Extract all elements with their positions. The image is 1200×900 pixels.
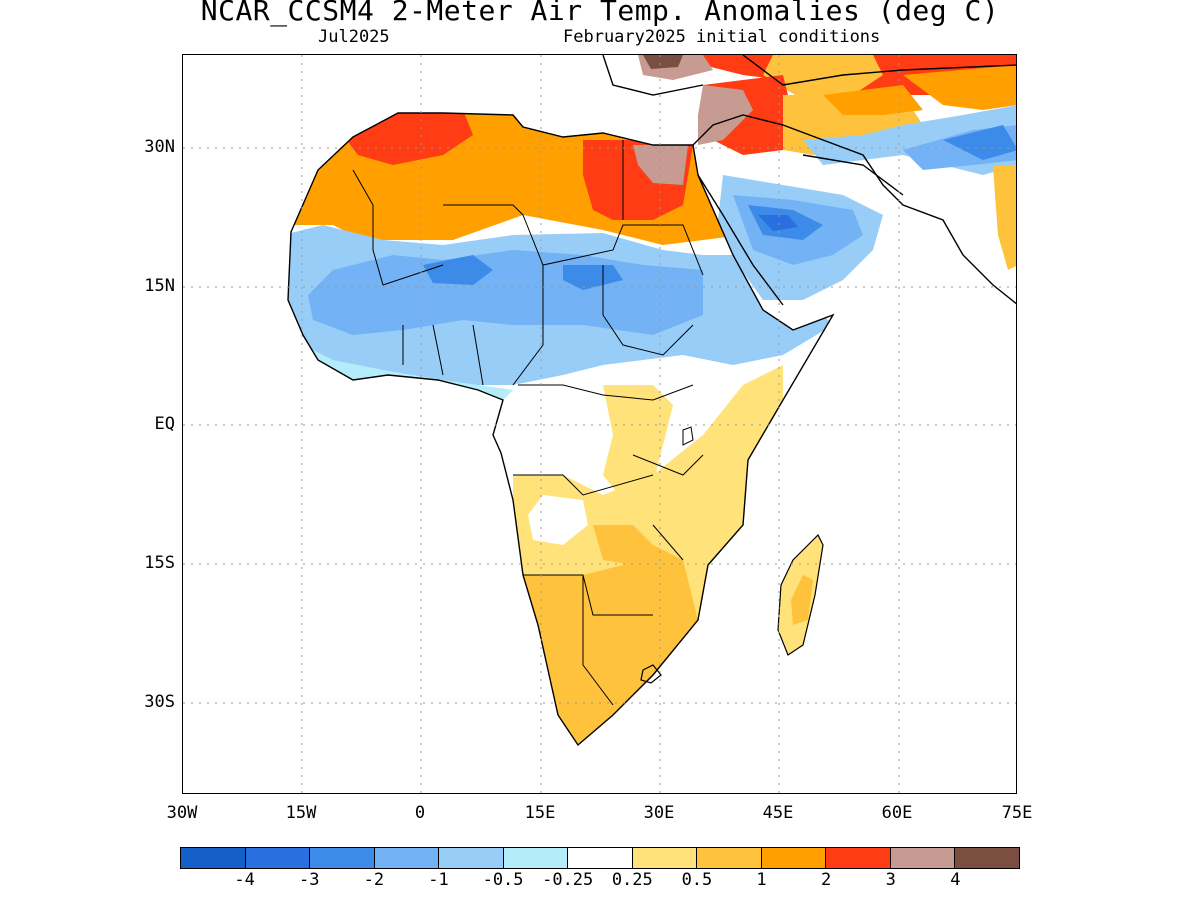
colorbar-label: -3 [298, 870, 320, 890]
colorbar-swatch [697, 848, 762, 868]
colorbar-label: -1 [428, 870, 449, 890]
northern-land [603, 55, 1016, 325]
lat-tick-eq: EQ [154, 414, 175, 434]
colorbar-label: 1 [756, 870, 767, 890]
colorbar-swatch [181, 848, 246, 868]
colorbar-swatch [890, 848, 956, 868]
lon-tick-60e: 60E [881, 803, 913, 823]
colorbar-label: 4 [950, 870, 961, 890]
lon-tick-15w: 15W [285, 803, 317, 823]
lon-tick-0: 0 [414, 803, 426, 823]
colorbar-label: 0.5 [681, 870, 713, 890]
colorbar-label: 0.25 [611, 870, 653, 890]
colorbar-swatch [439, 848, 504, 868]
lon-tick-45e: 45E [762, 803, 794, 823]
anomaly-map [183, 55, 1016, 793]
lake-victoria [682, 426, 694, 446]
coastlines [287, 55, 1016, 747]
colorbar-swatch [503, 848, 569, 868]
colorbar-label: -0.5 [482, 870, 524, 890]
country-borders [352, 140, 704, 706]
lesotho-outline [640, 664, 662, 684]
madagascar-warm-core [791, 575, 813, 625]
colorbar-label: 3 [885, 870, 896, 890]
colorbar-label: -2 [363, 870, 385, 890]
colorbar-swatch [955, 848, 1019, 868]
colorbar-swatch [245, 848, 311, 868]
colorbar-swatch [310, 848, 375, 868]
colorbar-swatch [632, 848, 698, 868]
lat-tick-30s: 30S [144, 692, 175, 712]
colorbar-label: -4 [234, 870, 255, 890]
lat-tick-15n: 15N [144, 276, 175, 296]
lon-tick-30w: 30W [166, 803, 198, 823]
map-panel [182, 54, 1017, 794]
colorbar [180, 847, 1020, 869]
lat-tick-15s: 15S [144, 553, 175, 573]
colorbar-swatch [761, 848, 827, 868]
forecast-month: Jul2025 [318, 27, 390, 47]
colorbar-label: 2 [821, 870, 832, 890]
colorbar-swatch [374, 848, 440, 868]
map-title: NCAR_CCSM4 2-Meter Air Temp. Anomalies (… [200, 0, 1000, 27]
initial-conditions: February2025 initial conditions [563, 27, 881, 47]
lon-tick-30e: 30E [643, 803, 675, 823]
colorbar-label: -0.25 [542, 870, 594, 890]
lon-tick-15e: 15E [524, 803, 556, 823]
lon-tick-75e: 75E [1001, 803, 1033, 823]
lat-tick-30n: 30N [144, 137, 175, 157]
graticule [183, 55, 1016, 793]
colorbar-swatch [568, 848, 633, 868]
colorbar-swatch [826, 848, 891, 868]
